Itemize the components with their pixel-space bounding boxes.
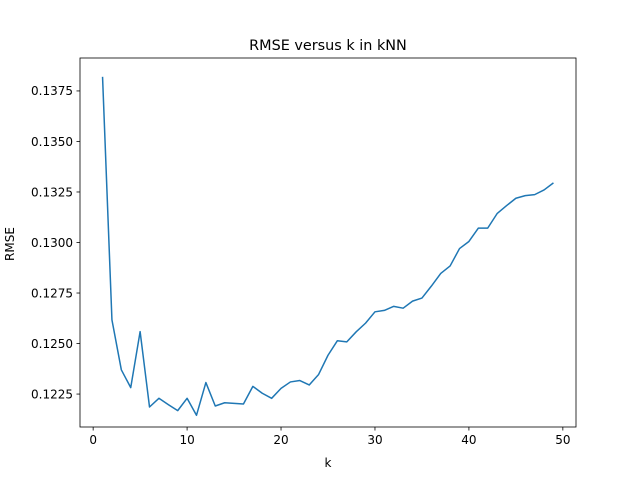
x-tick-label: 20 xyxy=(273,433,288,447)
y-axis-label: RMSE xyxy=(3,227,17,261)
x-tick-label: 0 xyxy=(89,433,97,447)
y-tick-label: 0.1350 xyxy=(31,135,73,149)
series-line-0 xyxy=(101,76,554,417)
y-tick-label: 0.1300 xyxy=(31,236,73,250)
y-tick-label: 0.1275 xyxy=(31,286,73,300)
plot-area: 0 10 20 30 40 50 0.1225 0.1250 0.1275 0.1300 0.132… xyxy=(31,57,577,447)
y-tick-label: 0.1250 xyxy=(31,337,73,351)
x-tick-label: 40 xyxy=(461,433,476,447)
y-tick-label: 0.1325 xyxy=(31,185,73,199)
y-tick-label: 0.1225 xyxy=(31,387,73,401)
y-tick-label: 0.1375 xyxy=(31,84,73,98)
x-tick-label: 30 xyxy=(367,433,382,447)
x-tick-label: 10 xyxy=(179,433,194,447)
x-axis-label: k xyxy=(325,456,332,470)
x-tick-label: 50 xyxy=(555,433,570,447)
chart-title: RMSE versus k in kNN xyxy=(249,38,407,54)
